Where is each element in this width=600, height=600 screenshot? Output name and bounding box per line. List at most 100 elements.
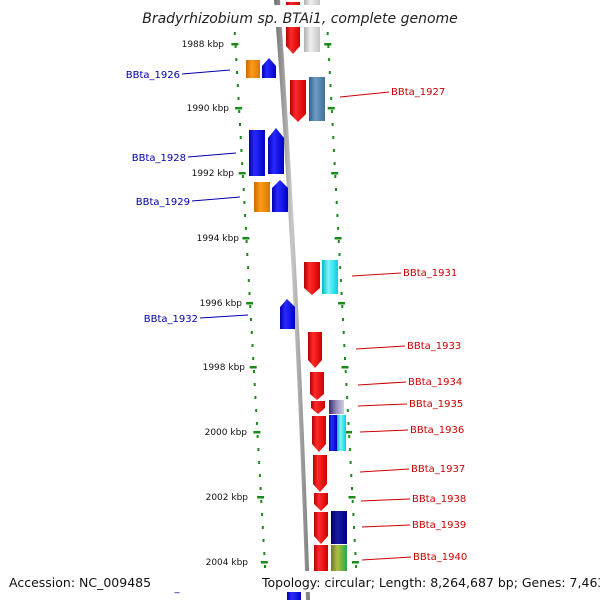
- ruler-dot: [354, 552, 357, 555]
- gene-label-bbta-1933: BBta_1933: [407, 341, 461, 352]
- ruler-dot: [339, 279, 342, 282]
- ruler-dot: [250, 331, 253, 334]
- accession-text: Accession: NC_009485: [9, 575, 151, 590]
- ruler-dot: [253, 370, 255, 373]
- gene-label-bbta-1931: BBta_1931: [403, 268, 457, 279]
- scale-label: 1998 kbp: [203, 363, 246, 373]
- gene-block-blue: [249, 130, 265, 176]
- ruler-dot: [332, 136, 335, 139]
- ruler-dot: [241, 162, 244, 165]
- scale-tick: [348, 496, 356, 499]
- ruler-dot: [349, 461, 352, 464]
- scale-label: 1996 kbp: [200, 299, 243, 309]
- gene-block-steel: [309, 77, 325, 121]
- gene-label-bbta-1929: BBta_1929: [136, 197, 190, 208]
- scale-labels: 1988 kbp 1990 kbp 1992 kbp 1994 kbp 1996…: [182, 40, 249, 568]
- ruler-dot: [343, 344, 346, 347]
- position-ruler: [231, 6, 359, 568]
- ruler-dot: [245, 240, 248, 243]
- ruler-dot: [327, 45, 330, 48]
- scale-tick: [253, 431, 261, 434]
- ruler-dot: [255, 409, 258, 412]
- gene-label-bbta-1928: BBta_1928: [132, 153, 186, 164]
- ruler-dot: [236, 84, 239, 87]
- ruler-dot: [351, 500, 354, 503]
- gene-block-blue: [287, 592, 301, 600]
- ruler-dot: [244, 227, 247, 230]
- gene-block-orange: [254, 182, 270, 212]
- ruler-dot: [257, 448, 260, 451]
- scale-tick: [334, 237, 342, 240]
- ruler-dot: [330, 110, 333, 113]
- scale-tick: [324, 43, 332, 46]
- gene-label-bbta-1936: BBta_1936: [410, 425, 464, 436]
- genome-stats-text: Topology: circular; Length: 8,264,687 bp…: [261, 575, 600, 590]
- ruler-dot: [329, 84, 332, 87]
- scale-tick: [341, 366, 349, 369]
- scale-tick: [351, 561, 359, 564]
- ruler-dot: [252, 357, 255, 360]
- ruler-dot: [337, 227, 340, 230]
- ruler-dot: [259, 487, 262, 490]
- ruler-dot: [250, 318, 252, 321]
- ruler-dot: [352, 513, 355, 516]
- gene-label-bbta-1940: BBta_1940: [413, 552, 467, 563]
- ruler-dot: [335, 188, 337, 191]
- gene-label-bbta-1939: BBta_1939: [412, 520, 466, 531]
- ruler-dot: [262, 539, 265, 542]
- gene-block-blue: [280, 299, 295, 329]
- scale-tick: [235, 107, 243, 110]
- ruler-dot: [344, 357, 346, 360]
- gene-block-red: [312, 416, 326, 452]
- footer-backing: [0, 571, 600, 592]
- ruler-dot: [233, 32, 236, 35]
- ruler-dot: [238, 110, 241, 113]
- gene-block-orange: [246, 60, 260, 78]
- scale-tick: [231, 43, 239, 46]
- gene-block-red: [314, 545, 328, 573]
- ruler-dot: [336, 214, 339, 217]
- scale-tick: [327, 107, 335, 110]
- scale-tick: [345, 431, 352, 434]
- ruler-dot: [263, 552, 266, 555]
- ruler-dot: [335, 201, 338, 204]
- gene-block-olive: [331, 545, 347, 573]
- gene-block-red: [314, 512, 328, 544]
- page-title: Bradyrhizobium sp. BTAi1, complete genom…: [142, 11, 458, 27]
- gene-block-cyan: [322, 260, 338, 294]
- ruler-dot: [330, 97, 333, 100]
- scale-tick: [260, 561, 268, 564]
- scale-tick: [238, 172, 246, 175]
- ruler-dot: [248, 292, 251, 295]
- ruler-dot: [340, 292, 343, 295]
- ruler-dot: [328, 58, 331, 61]
- scale-label: 1994 kbp: [197, 234, 240, 244]
- ruler-dot: [264, 565, 266, 568]
- ruler-dot: [261, 526, 264, 529]
- ruler-dot: [249, 305, 252, 308]
- ruler-dot: [239, 136, 242, 139]
- ruler-dot: [239, 123, 241, 126]
- gene-block-blue: [272, 180, 288, 212]
- ruler-dot: [253, 383, 256, 386]
- gene-label-bbta-1938: BBta_1938: [412, 494, 466, 505]
- ruler-dot: [345, 383, 348, 386]
- ruler-dot: [255, 422, 258, 425]
- ruler-dot: [342, 318, 344, 321]
- scale-label: 2000 kbp: [205, 428, 248, 438]
- gene-label-bbta-1926: BBta_1926: [126, 70, 180, 81]
- scale-tick: [331, 172, 339, 175]
- scale-label: 1990 kbp: [187, 104, 230, 114]
- gene-block-blue: [268, 128, 284, 174]
- gene-block-navy: [331, 511, 347, 544]
- ruler-dot: [246, 253, 249, 256]
- ruler-dot: [235, 58, 238, 61]
- gene-block-purple: [329, 400, 344, 414]
- gene-label-bbta-1935: BBta_1935: [409, 399, 463, 410]
- ruler-dot: [348, 448, 351, 451]
- ruler-dot: [350, 474, 353, 477]
- ruler-dot: [339, 266, 342, 269]
- ruler-dot: [241, 175, 244, 178]
- gene-label-bbta-1932: BBta_1932: [144, 314, 198, 325]
- ruler-dot: [261, 513, 264, 516]
